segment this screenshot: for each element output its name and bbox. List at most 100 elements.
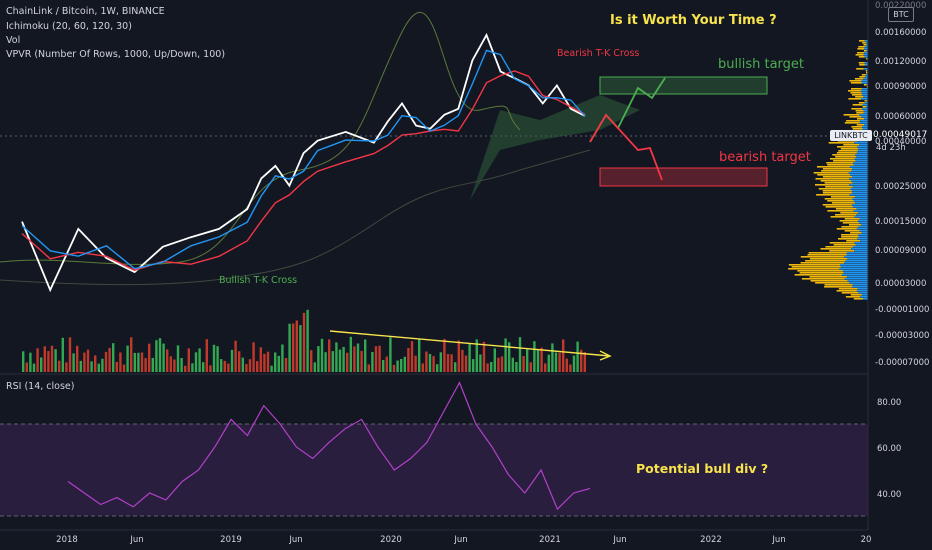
volume-bar xyxy=(209,365,212,372)
vpvr-row-up xyxy=(815,282,850,284)
vpvr-row-down xyxy=(862,128,868,130)
vpvr-row-up xyxy=(827,210,854,212)
rsi-line xyxy=(67,381,591,511)
vpvr-row-up xyxy=(807,254,847,256)
vpvr-row-up xyxy=(859,76,865,78)
vpvr-row-up xyxy=(856,124,864,126)
vpvr-row-up xyxy=(851,108,863,110)
vpvr-row-up xyxy=(835,214,857,216)
vpvr-row-up xyxy=(799,272,844,274)
vpvr-row-up xyxy=(826,162,854,164)
vpvr-row-up xyxy=(822,168,852,170)
volume-bar xyxy=(526,349,529,372)
vpvr-row-down xyxy=(854,142,868,144)
volume-bar xyxy=(540,347,543,372)
volume-bar xyxy=(558,352,561,372)
vpvr-row-down xyxy=(858,148,868,150)
volume-bar xyxy=(461,349,464,372)
price-tick-label: 0.00025000 xyxy=(875,182,926,192)
vpvr-row-up xyxy=(863,44,867,46)
vpvr-row-up xyxy=(788,264,840,266)
volume-bar xyxy=(122,364,126,372)
rsi-tick-label: 60.00 xyxy=(877,444,901,454)
vpvr-row-down xyxy=(864,46,868,48)
volume-bar xyxy=(389,337,392,372)
volume-bar xyxy=(468,344,471,372)
vpvr-row-down xyxy=(859,122,868,124)
volume-bar xyxy=(216,346,219,372)
bull-div-label: Potential bull div ? xyxy=(636,461,768,476)
volume-bar xyxy=(400,359,403,372)
volume-bar xyxy=(371,352,374,372)
vpvr-row-down xyxy=(842,270,868,272)
vpvr-row-down xyxy=(866,44,868,46)
vpvr-row-down xyxy=(842,274,868,276)
volume-bar xyxy=(68,337,72,372)
ichimoku-legend[interactable]: Ichimoku (20, 60, 120, 30) xyxy=(6,21,132,32)
volume-bar xyxy=(65,362,68,372)
bearish-cross-label: Bearish T-K Cross xyxy=(557,48,639,59)
vpvr-row-down xyxy=(861,92,868,94)
price-tick-label: 0.00009000 xyxy=(875,246,926,256)
vpvr-row-up xyxy=(800,256,845,258)
volume-bar xyxy=(554,352,558,372)
volume-bar xyxy=(302,312,306,372)
vpvr-row-up xyxy=(816,194,850,196)
volume-bar xyxy=(486,363,489,372)
vpvr-row-up xyxy=(809,276,848,278)
vpvr-row-down xyxy=(847,276,868,278)
vpvr-row-down xyxy=(857,220,868,222)
volume-bar xyxy=(112,343,115,372)
vpvr-row-down xyxy=(846,252,868,254)
vpvr-row-down xyxy=(864,118,868,120)
volume-bar xyxy=(47,351,50,372)
vpvr-row-down xyxy=(859,222,868,224)
vpvr-row-up xyxy=(829,250,855,252)
vpvr-row-down xyxy=(856,290,868,292)
time-tick-label: 2022 xyxy=(700,535,722,545)
vpvr-row-down xyxy=(852,192,868,194)
volume-bar xyxy=(40,357,43,372)
vol-legend[interactable]: Vol xyxy=(6,35,21,46)
vpvr-row-down xyxy=(864,124,868,126)
vpvr-row-up xyxy=(843,144,860,146)
kumo-fill xyxy=(470,95,640,200)
vpvr-row-down xyxy=(862,108,868,110)
vpvr-row-up xyxy=(850,232,862,234)
vpvr-row-up xyxy=(837,146,857,148)
volume-bar xyxy=(108,347,111,372)
currency-badge[interactable]: BTC xyxy=(888,7,914,22)
time-tick-label: 2020 xyxy=(380,535,402,545)
volume-bar xyxy=(220,359,223,372)
vpvr-row-down xyxy=(849,282,868,284)
price-tick-label: -0.00001000 xyxy=(875,305,929,315)
volume-bar xyxy=(472,359,475,372)
vpvr-row-down xyxy=(856,156,868,158)
volume-bar xyxy=(223,360,226,372)
vpvr-row-up xyxy=(833,160,856,162)
volume-bar xyxy=(378,345,381,372)
volume-bar xyxy=(547,354,550,372)
volume-bar xyxy=(97,363,100,372)
volume-bar xyxy=(432,356,435,372)
vpvr-legend[interactable]: VPVR (Number Of Rows, 1000, Up/Down, 100… xyxy=(6,49,226,60)
volume-bar xyxy=(421,363,424,372)
volume-bar xyxy=(572,355,576,372)
vpvr-row-up xyxy=(831,196,855,198)
vpvr-row-down xyxy=(854,158,868,160)
volume-bar xyxy=(310,350,313,372)
rsi-legend[interactable]: RSI (14, close) xyxy=(6,381,75,392)
volume-bar xyxy=(392,364,396,372)
time-tick-label: Jun xyxy=(453,535,467,545)
vpvr-row-down xyxy=(863,96,868,98)
volume-bar xyxy=(576,341,579,372)
volume-bar xyxy=(176,345,180,372)
volume-bar xyxy=(338,349,342,372)
price-tick-label: -0.00003000 xyxy=(875,331,929,341)
volume-bar xyxy=(256,361,259,372)
vpvr-row-up xyxy=(824,286,853,288)
vpvr-row-down xyxy=(862,298,868,300)
vpvr-row-down xyxy=(866,106,868,108)
vpvr-row-down xyxy=(858,226,868,228)
vpvr-row-down xyxy=(865,76,868,78)
